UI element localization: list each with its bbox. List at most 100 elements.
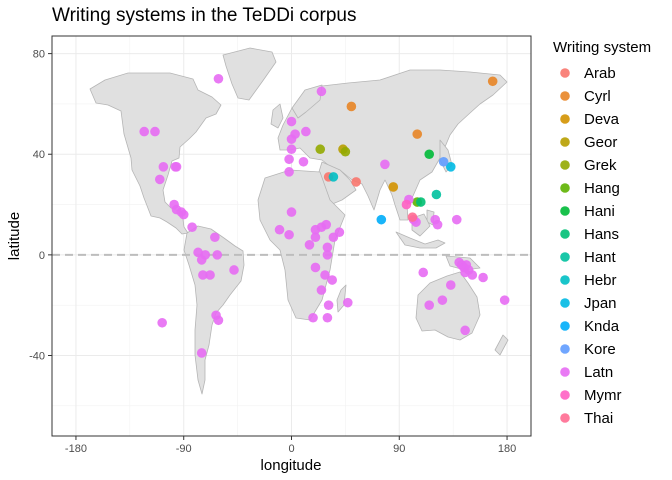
point-latn <box>284 154 294 165</box>
point-thai <box>407 212 418 222</box>
x-tick-label: 90 <box>393 443 405 455</box>
point-latn <box>158 162 169 172</box>
chart-title: Writing systems in the TeDDi corpus <box>52 5 356 26</box>
legend-label-hani: Hani <box>584 203 615 220</box>
land-north-america <box>89 72 222 235</box>
point-grek <box>340 146 351 157</box>
point-latn <box>212 250 223 260</box>
x-axis: -180 -90 0 90 180 <box>65 436 516 455</box>
legend-label-cyrl: Cyrl <box>584 88 611 105</box>
legend-title: Writing system <box>553 39 651 56</box>
point-knda <box>376 214 387 225</box>
point-latn <box>286 207 297 217</box>
point-latn <box>196 348 207 358</box>
point-jpan <box>445 162 456 172</box>
legend-key-hant <box>560 252 570 262</box>
point-latn <box>418 267 429 278</box>
legend-key-mymr <box>560 390 570 400</box>
point-latn <box>424 300 435 310</box>
y-tick-label: 40 <box>33 149 45 161</box>
point-cyrl <box>487 76 498 87</box>
legend-key-jpan <box>560 298 570 308</box>
legend-label-kore: Kore <box>584 341 616 358</box>
world-land-map <box>89 47 509 395</box>
legend-key-thai <box>560 413 570 423</box>
y-tick-label: -40 <box>29 350 45 362</box>
legend-label-arab: Arab <box>584 65 616 82</box>
point-latn <box>304 240 315 250</box>
point-latn <box>308 312 318 323</box>
land-scandinavia <box>291 84 323 119</box>
point-latn <box>198 270 208 280</box>
point-mymr <box>401 199 412 210</box>
point-latn <box>437 295 448 305</box>
point-hebr <box>328 172 339 182</box>
y-tick-label: 0 <box>39 250 45 262</box>
point-latn <box>467 270 478 280</box>
point-latn <box>178 209 189 220</box>
point-latn <box>150 126 160 137</box>
point-latn <box>342 297 353 308</box>
legend-label-hebr: Hebr <box>584 272 617 289</box>
point-latn <box>286 144 297 155</box>
point-latn <box>316 86 327 97</box>
point-latn <box>154 174 165 185</box>
point-latn <box>322 312 333 323</box>
legend-key-hani <box>560 206 570 216</box>
land-new-zealand <box>494 334 509 356</box>
point-latn <box>157 317 167 328</box>
legend-key-deva <box>560 114 570 124</box>
legend-label-latn: Latn <box>584 364 613 381</box>
point-latn <box>301 126 311 137</box>
point-latn <box>499 295 510 305</box>
point-latn <box>316 285 327 295</box>
point-latn <box>213 73 224 84</box>
point-latn <box>284 229 294 240</box>
legend-label-hant: Hant <box>584 249 617 266</box>
point-latn <box>210 232 220 243</box>
point-latn <box>298 156 309 167</box>
point-latn <box>200 250 211 260</box>
point-latn <box>310 232 321 243</box>
legend-label-grek: Grek <box>584 157 617 174</box>
point-latn <box>380 159 390 170</box>
point-latn <box>432 219 443 230</box>
x-axis-title: longitude <box>261 457 322 474</box>
point-latn <box>334 227 345 238</box>
x-tick-label: 0 <box>288 443 294 455</box>
point-latn <box>213 315 224 326</box>
point-cyrl <box>412 129 423 139</box>
point-latn <box>274 224 285 235</box>
x-tick-label: -180 <box>65 443 87 455</box>
legend-label-hans: Hans <box>584 226 619 243</box>
legend-key-cyrl <box>560 91 570 101</box>
x-tick-label: -90 <box>176 443 192 455</box>
legend-key-arab <box>560 68 570 78</box>
legend-key-hebr <box>560 275 570 285</box>
legend-label-hang: Hang <box>584 180 620 197</box>
point-latn <box>320 270 330 280</box>
point-latn <box>478 272 488 283</box>
point-hans <box>416 197 426 207</box>
data-points <box>139 73 510 358</box>
legend-key-hang <box>560 183 570 193</box>
y-axis: -40 0 40 80 <box>29 49 52 362</box>
point-hant <box>431 189 442 200</box>
legend-label-geor: Geor <box>584 134 617 151</box>
land-australia <box>415 271 481 341</box>
point-latn <box>310 262 321 273</box>
point-latn <box>445 280 456 290</box>
point-grek <box>315 144 326 155</box>
land-indonesia <box>395 231 446 249</box>
legend-label-thai: Thai <box>584 410 613 427</box>
point-cyrl <box>346 101 357 112</box>
plot-panel <box>51 35 532 437</box>
point-deva <box>388 182 399 192</box>
point-kore <box>438 156 449 167</box>
legend-items: Arab Cyrl Deva Geor Grek Hang Hani Hans Hant Hebr… <box>560 65 622 427</box>
point-latn <box>460 325 470 336</box>
point-latn <box>205 270 215 280</box>
y-axis-title: latitude <box>6 212 23 260</box>
point-latn <box>171 162 182 172</box>
